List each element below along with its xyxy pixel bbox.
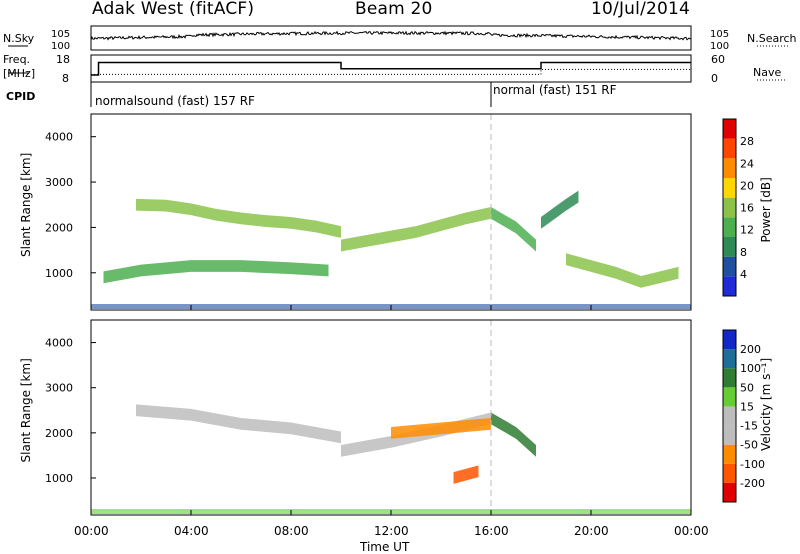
power-colorbar-tick-5: 24 bbox=[740, 157, 754, 170]
power-colorbar-segment-6 bbox=[723, 158, 736, 178]
power-colorbar-segment-8 bbox=[723, 119, 736, 139]
velocity-ytick-4000: 4000 bbox=[45, 337, 73, 350]
xtick-label-0: 00:00 bbox=[74, 524, 109, 538]
xtick-label-4: 16:00 bbox=[474, 524, 509, 538]
power-colorbar-frame bbox=[722, 118, 737, 297]
x-axis-label: Time UT bbox=[359, 540, 410, 554]
velocity-colorbar-tick-7: 200 bbox=[740, 343, 761, 356]
chart-title: Adak West (fitACF) bbox=[92, 0, 255, 19]
velocity-heatmap-echoes bbox=[91, 320, 691, 515]
nsky-tick-high: 105 bbox=[51, 29, 70, 40]
velocity-echo-band-5 bbox=[391, 417, 491, 439]
power-echo-band-3 bbox=[491, 207, 536, 252]
velocity-colorbar-segment-4 bbox=[723, 406, 736, 426]
velocity-colorbar-tick-2: -50 bbox=[740, 439, 758, 452]
power-colorbar-segment-5 bbox=[723, 178, 736, 198]
velocity-colorbar-segment-0 bbox=[723, 482, 736, 502]
beam-label: Beam 20 bbox=[355, 0, 433, 19]
nave-label: Nave bbox=[753, 66, 782, 79]
freq-label: Freq. bbox=[3, 53, 31, 66]
velocity-echo-band-4 bbox=[453, 465, 479, 484]
power-echo-band-5 bbox=[103, 260, 329, 284]
velocity-colorbar-frame bbox=[722, 329, 737, 503]
velocity-colorbar-segment-2 bbox=[723, 444, 736, 464]
velocity-colorbar-tick-6: 100 bbox=[740, 362, 761, 375]
velocity-colorbar-tick-1: -100 bbox=[740, 458, 765, 471]
power-colorbar-segment-1 bbox=[723, 256, 736, 277]
panel-frame-1 bbox=[90, 25, 692, 51]
power-echo-band-4 bbox=[541, 190, 579, 229]
nave-tick-low: 0 bbox=[711, 72, 718, 85]
time-series-lines bbox=[90, 30, 692, 76]
nsky-series bbox=[90, 30, 692, 41]
power-echo-band-2 bbox=[341, 207, 491, 252]
xtick-label-6: 00:00 bbox=[674, 524, 709, 538]
freq-unit-label: [MHz] bbox=[3, 67, 36, 80]
power-ytick-4000: 4000 bbox=[45, 131, 73, 144]
cpid-segment-1: normalsound (fast) 157 RF bbox=[95, 94, 255, 108]
power-ylabel: Slant Range [km] bbox=[19, 153, 33, 257]
velocity-colorbar-segment-5 bbox=[723, 387, 736, 407]
nsky-label: N.Sky bbox=[3, 32, 35, 45]
power-colorbar-segment-4 bbox=[723, 197, 736, 218]
velocity-echo-band-1 bbox=[136, 404, 341, 444]
nsearch-tick-low: 100 bbox=[710, 41, 729, 52]
power-colorbar-tick-2: 12 bbox=[740, 224, 754, 237]
velocity-colorbar-segment-6 bbox=[723, 368, 736, 388]
velocity-colorbar-segment-8 bbox=[723, 330, 736, 350]
power-colorbar-tick-6: 28 bbox=[740, 135, 754, 148]
power-colorbar-tick-4: 20 bbox=[740, 179, 754, 192]
power-colorbar-segment-2 bbox=[723, 237, 736, 257]
velocity-ylabel: Slant Range [km] bbox=[19, 358, 33, 462]
power-ytick-2000: 2000 bbox=[45, 221, 73, 234]
cpid-segment-2: normal (fast) 151 RF bbox=[493, 83, 617, 97]
power-ytick-1000: 1000 bbox=[45, 267, 73, 280]
velocity-colorbar-title: Velocity [m s⁻¹] bbox=[759, 358, 773, 451]
colorbars: 4 8 12 16 20 24 28 Power [dB] -200 -100 -50 -15 15 50… bbox=[722, 118, 773, 503]
velocity-colorbar-tick-5: 50 bbox=[740, 381, 754, 394]
nsky-tick-low: 100 bbox=[51, 41, 70, 52]
velocity-colorbar-segment-3 bbox=[723, 425, 736, 445]
power-colorbar-tick-0: 4 bbox=[740, 268, 747, 281]
velocity-ytick-3000: 3000 bbox=[45, 382, 73, 395]
power-colorbar-segment-3 bbox=[723, 217, 736, 237]
xtick-label-5: 20:00 bbox=[574, 524, 609, 538]
xtick-label-2: 08:00 bbox=[274, 524, 309, 538]
axis-ticks: 1051001051001886001000200030004000Slant … bbox=[8, 29, 790, 554]
power-echo-band-1 bbox=[136, 198, 341, 238]
power-heatmap-echoes bbox=[91, 114, 691, 310]
velocity-colorbar-segment-7 bbox=[723, 349, 736, 369]
power-colorbar-title: Power [dB] bbox=[759, 177, 773, 242]
xtick-label-1: 04:00 bbox=[174, 524, 209, 538]
power-echo-band-6 bbox=[566, 253, 679, 288]
panel-frames bbox=[90, 25, 692, 516]
panel-frame-2 bbox=[90, 54, 692, 83]
cpid-label: CPID bbox=[6, 90, 36, 103]
velocity-colorbar-tick-0: -200 bbox=[740, 477, 765, 490]
power-colorbar-segment-7 bbox=[723, 138, 736, 159]
velocity-colorbar-tick-3: -15 bbox=[740, 420, 758, 433]
freq-tick-low: 8 bbox=[62, 72, 69, 85]
power-colorbar-tick-1: 8 bbox=[740, 246, 747, 259]
velocity-ytick-1000: 1000 bbox=[45, 472, 73, 485]
power-colorbar-tick-3: 16 bbox=[740, 202, 754, 215]
nave-series bbox=[91, 68, 691, 75]
power-ytick-3000: 3000 bbox=[45, 176, 73, 189]
nave-tick-high: 60 bbox=[711, 53, 725, 66]
nsearch-label: N.Search bbox=[747, 32, 797, 45]
nsearch-tick-high: 105 bbox=[710, 29, 729, 40]
date-label: 10/Jul/2014 bbox=[591, 0, 691, 19]
freq-tick-high: 18 bbox=[56, 53, 70, 66]
velocity-colorbar-tick-4: 15 bbox=[740, 400, 754, 413]
power-colorbar-segment-0 bbox=[723, 276, 736, 296]
velocity-ytick-2000: 2000 bbox=[45, 427, 73, 440]
xtick-label-3: 12:00 bbox=[374, 524, 409, 538]
velocity-echo-band-3 bbox=[491, 412, 536, 457]
velocity-colorbar-segment-1 bbox=[723, 463, 736, 483]
freq-series bbox=[91, 61, 691, 76]
